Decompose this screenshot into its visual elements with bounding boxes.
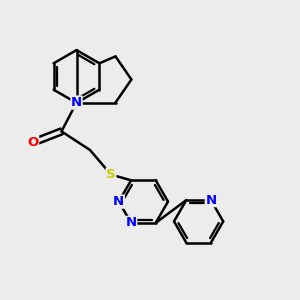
Text: N: N — [125, 216, 137, 230]
Text: N: N — [71, 96, 82, 109]
Text: S: S — [106, 168, 116, 181]
Text: N: N — [205, 194, 217, 207]
Text: N: N — [113, 195, 124, 208]
Text: O: O — [27, 136, 39, 149]
